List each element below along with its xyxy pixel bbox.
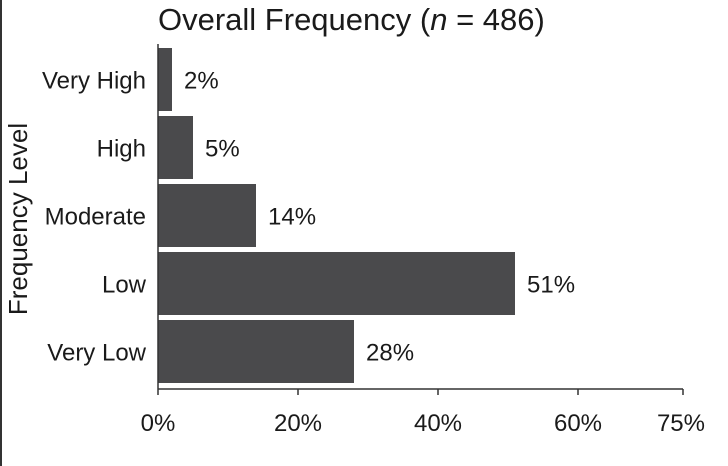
axes-layer — [157, 44, 684, 395]
chart-title-prefix: Overall Frequency ( — [158, 2, 431, 37]
data-label-high: 5% — [205, 136, 240, 163]
y-tick-label-very-high: Very High — [42, 68, 146, 95]
bar-very-high — [158, 48, 172, 111]
chart-title: Overall Frequency (n = 486) — [158, 2, 545, 37]
bar-high — [158, 116, 193, 179]
bars-layer — [158, 48, 515, 383]
x-tick-label: 40% — [414, 410, 462, 437]
labels-layer: 2% Very High 5% High 14% Moderate 51% Low 28% Ver… — [42, 68, 705, 438]
bar-very-low — [158, 320, 354, 383]
chart-title-n-value: = 486) — [447, 2, 544, 37]
x-tick-label: 75% — [657, 410, 705, 437]
bar-moderate — [158, 184, 256, 247]
bar-low — [158, 252, 515, 315]
data-label-very-low: 28% — [366, 340, 414, 367]
chart-title-n-symbol: n — [430, 2, 447, 37]
y-tick-label-high: High — [97, 136, 146, 163]
x-tick-label: 20% — [274, 410, 322, 437]
y-tick-label-very-low: Very Low — [47, 340, 146, 367]
image-left-border — [0, 0, 2, 466]
y-tick-label-low: Low — [102, 272, 147, 299]
data-label-moderate: 14% — [268, 204, 316, 231]
x-tick-label: 0% — [141, 410, 176, 437]
data-label-very-high: 2% — [184, 68, 219, 95]
x-tick-label: 60% — [554, 410, 602, 437]
data-label-low: 51% — [527, 272, 575, 299]
y-tick-label-moderate: Moderate — [45, 204, 146, 231]
y-axis-label: Frequency Level — [3, 123, 33, 315]
